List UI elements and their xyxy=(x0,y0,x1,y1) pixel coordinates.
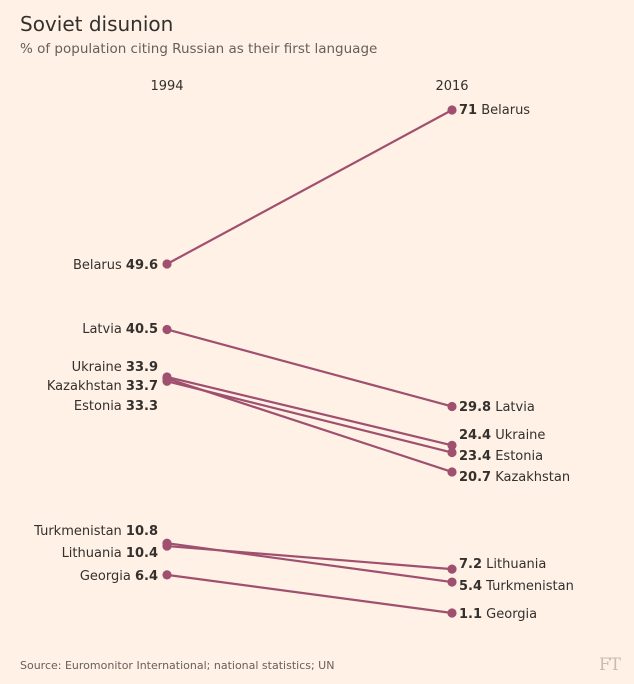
label-right-latvia: 29.8 Latvia xyxy=(459,400,535,415)
point-latvia-1994 xyxy=(162,324,172,335)
label-right-estonia: 23.4 Estonia xyxy=(459,449,543,464)
label-right-belarus: 71 Belarus xyxy=(459,103,530,118)
series-labels: Belarus 49.6 Latvia 40.5 Ukraine 33.9 Kazak… xyxy=(33,103,574,622)
series-line-latvia xyxy=(166,328,453,408)
series-line-estonia xyxy=(166,380,453,454)
point-estonia-1994 xyxy=(162,376,172,386)
column-header-left: 1994 xyxy=(150,79,183,94)
series-lines xyxy=(166,109,453,615)
point-ukraine-2016 xyxy=(447,440,457,450)
label-left-estonia: Estonia 33.3 xyxy=(74,399,158,414)
series-line-georgia xyxy=(166,573,453,615)
label-left-belarus: Belarus 49.6 xyxy=(73,258,158,273)
series-line-lithuania xyxy=(166,544,453,571)
series-points xyxy=(162,105,457,618)
source-note: Source: Euromonitor International; natio… xyxy=(20,659,335,672)
chart-title: Soviet disunion xyxy=(20,12,174,36)
column-header-right: 2016 xyxy=(435,79,468,94)
ft-logo: FT xyxy=(598,655,621,675)
label-right-lithuania: 7.2 Lithuania xyxy=(459,557,546,572)
series-line-ukraine xyxy=(166,375,453,447)
label-right-kazakhstan: 20.7 Kazakhstan xyxy=(459,470,570,485)
label-left-lithuania: Lithuania 10.4 xyxy=(62,546,158,561)
point-estonia-2016 xyxy=(447,447,457,458)
point-georgia-1994 xyxy=(162,570,172,580)
point-turkmenistan-2016 xyxy=(447,577,457,587)
point-latvia-2016 xyxy=(447,401,457,412)
label-left-latvia: Latvia 40.5 xyxy=(82,322,158,337)
label-left-turkmenistan: Turkmenistan 10.8 xyxy=(33,524,158,539)
label-right-turkmenistan: 5.4 Turkmenistan xyxy=(459,579,574,594)
label-right-georgia: 1.1 Georgia xyxy=(459,607,537,622)
point-lithuania-1994 xyxy=(162,541,172,551)
point-georgia-2016 xyxy=(447,608,457,618)
point-kazakhstan-2016 xyxy=(447,467,457,477)
label-right-ukraine: 24.4 Ukraine xyxy=(459,428,545,443)
point-lithuania-2016 xyxy=(447,564,457,574)
point-belarus-2016 xyxy=(447,105,457,115)
point-belarus-1994 xyxy=(162,259,172,269)
series-line-belarus xyxy=(166,109,453,265)
label-left-georgia: Georgia 6.4 xyxy=(80,569,158,584)
chart-subtitle: % of population citing Russian as their … xyxy=(20,41,378,57)
label-left-ukraine: Ukraine 33.9 xyxy=(72,360,158,375)
label-left-kazakhstan: Kazakhstan 33.7 xyxy=(47,379,158,394)
